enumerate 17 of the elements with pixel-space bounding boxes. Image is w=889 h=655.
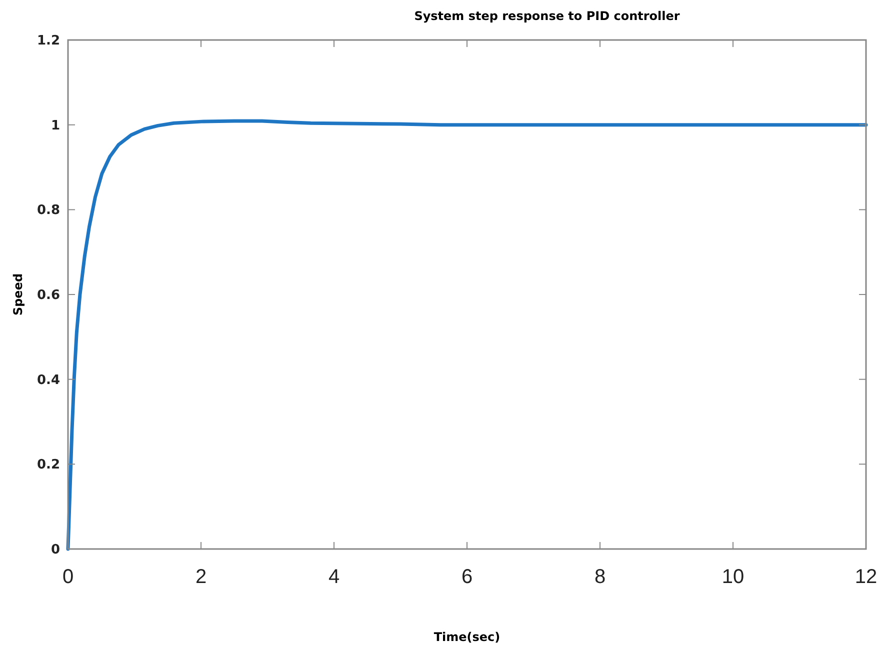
chart-title: System step response to PID controller (414, 9, 680, 23)
y-tick-label: 1 (50, 118, 60, 134)
x-axis-title: Time(sec) (434, 630, 500, 644)
x-tick-label: 8 (594, 566, 606, 588)
y-tick-label: 0.8 (36, 203, 60, 218)
y-axis-title: Speed (11, 273, 25, 316)
x-tick-label: 2 (195, 566, 207, 588)
y-tick-label: 1.2 (36, 34, 60, 49)
x-tick-label: 12 (854, 566, 878, 588)
x-tick-label: 10 (722, 566, 744, 588)
y-tick-label: 0 (50, 542, 60, 558)
line-series (66, 119, 868, 551)
x-tick-label: 4 (328, 566, 340, 588)
y-tick-label: 0.4 (36, 372, 60, 388)
x-tick-label: 6 (461, 566, 473, 588)
y-tick-label: 0.2 (36, 458, 60, 473)
y-tick-label: 0.6 (36, 288, 60, 304)
